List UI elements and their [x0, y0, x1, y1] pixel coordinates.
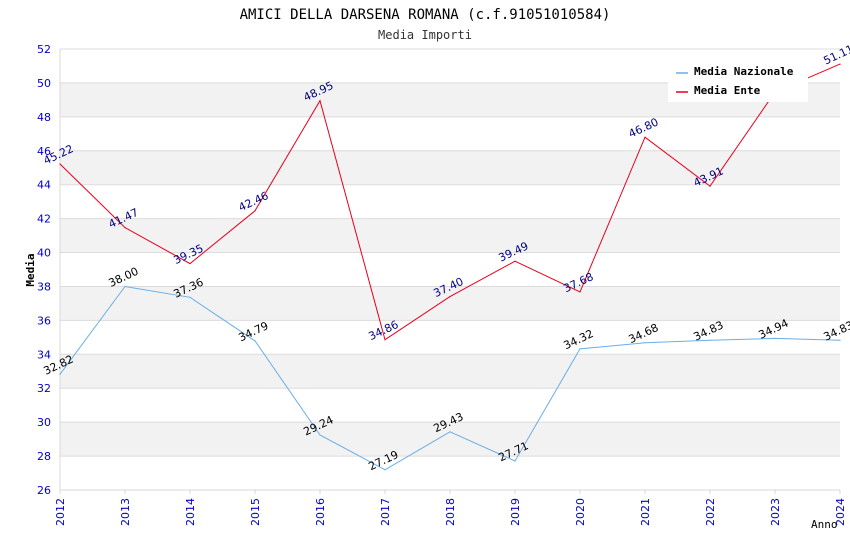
data-point [579, 348, 581, 350]
x-tick-label: 2014 [184, 498, 197, 526]
grid-bands [60, 82, 840, 457]
data-point [124, 227, 126, 229]
data-point [839, 63, 841, 65]
data-label: 34.86 [366, 318, 400, 343]
data-point [644, 342, 646, 344]
legend-box [668, 60, 808, 102]
data-point [59, 373, 61, 375]
data-point [514, 260, 516, 262]
y-tick-label: 42 [37, 213, 51, 226]
y-tick-label: 30 [37, 416, 51, 429]
data-label: 51.11 [821, 42, 850, 67]
y-tick-label: 34 [37, 348, 51, 361]
grid-band [60, 422, 840, 457]
y-tick-label: 44 [37, 179, 51, 192]
x-axis-title: Anno [811, 518, 838, 531]
data-point [449, 431, 451, 433]
y-axis-title: Media [24, 253, 37, 286]
data-label: 46.80 [626, 115, 660, 140]
series-group [59, 63, 841, 471]
data-point [319, 434, 321, 436]
y-tick-label: 36 [37, 314, 51, 327]
grid-band [60, 218, 840, 253]
y-tick-label: 32 [37, 382, 51, 395]
x-tick-label: 2023 [769, 498, 782, 526]
data-point [384, 339, 386, 341]
x-tick-label: 2015 [249, 498, 262, 526]
x-tick-label: 2019 [509, 498, 522, 526]
data-point [59, 163, 61, 165]
x-tick-label: 2017 [379, 498, 392, 526]
chart-subtitle: Media Importi [378, 28, 472, 42]
y-tick-label: 48 [37, 111, 51, 124]
data-point [384, 469, 386, 471]
x-tick-label: 2022 [704, 498, 717, 526]
x-tick-label: 2012 [54, 498, 67, 526]
data-point [189, 296, 191, 298]
y-tick-label: 28 [37, 450, 51, 463]
data-point [709, 339, 711, 341]
x-tick-label: 2016 [314, 498, 327, 526]
data-point [254, 210, 256, 212]
data-point [644, 136, 646, 138]
grid-band [60, 354, 840, 389]
data-label: 34.32 [561, 327, 595, 352]
y-tick-label: 40 [37, 247, 51, 260]
legend-label-media-ente: Media Ente [694, 84, 761, 97]
x-tick-label: 2018 [444, 498, 457, 526]
x-tick-label: 2013 [119, 498, 132, 526]
y-tick-label: 50 [37, 77, 51, 90]
y-tick-label: 26 [37, 484, 51, 497]
x-tick-label: 2020 [574, 498, 587, 526]
chart-title: AMICI DELLA DARSENA ROMANA (c.f.91051010… [240, 7, 611, 23]
data-point [774, 337, 776, 339]
data-point [124, 285, 126, 288]
y-tick-labels: 26 28 30 32 34 36 38 40 42 44 46 48 50 52 [37, 43, 51, 497]
grid-band [60, 286, 840, 321]
x-tick-label: 2024 [834, 498, 847, 526]
grid-band [60, 150, 840, 185]
x-tick-label: 2021 [639, 498, 652, 526]
data-point [709, 185, 711, 187]
data-point [579, 291, 581, 293]
data-point [319, 100, 321, 102]
data-point [189, 262, 191, 265]
x-tick-labels: 2012 2013 2014 2015 2016 2017 2018 2019 2020 2021… [54, 490, 847, 526]
y-tick-label: 46 [37, 145, 51, 158]
data-label: 42.46 [236, 189, 270, 214]
data-label: 34.79 [236, 319, 270, 344]
legend: Media Nazionale Media Ente [668, 60, 808, 102]
data-point [839, 339, 841, 341]
y-tick-label: 38 [37, 280, 51, 293]
data-point [449, 296, 451, 298]
data-point [254, 340, 256, 342]
data-point [514, 460, 516, 462]
y-tick-label: 52 [37, 43, 51, 56]
legend-label-media-nazionale: Media Nazionale [694, 65, 794, 78]
